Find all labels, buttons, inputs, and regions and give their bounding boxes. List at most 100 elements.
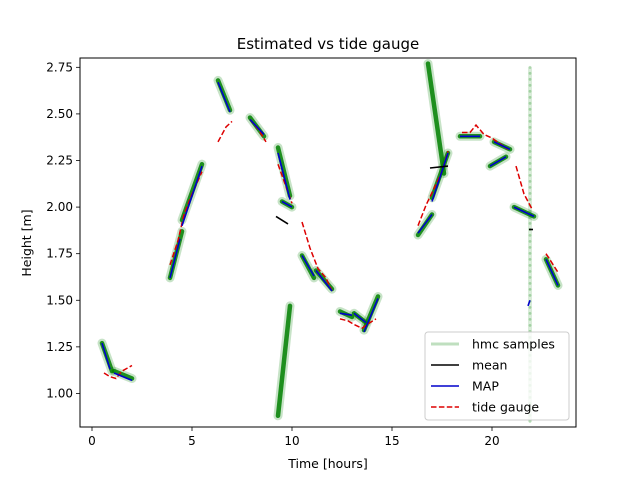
- map-segment-6: [277, 152, 291, 200]
- map-segment-17: [493, 141, 511, 151]
- tide-gauge-segment-8: [462, 123, 509, 150]
- hmc-samples-segment-6: [275, 303, 293, 419]
- map-segment-20: [545, 258, 559, 286]
- hmc-sample-point: [528, 119, 532, 123]
- map-segment-5: [249, 118, 265, 135]
- map-segment-4: [217, 81, 231, 113]
- map-segment-13: [417, 214, 433, 234]
- hmc-sample-point: [528, 95, 532, 99]
- map-segment-12: [363, 298, 379, 333]
- hmc-sample-point: [528, 233, 532, 237]
- map-segment-9: [315, 270, 333, 292]
- data-layer: [97, 59, 563, 423]
- tide-gauge-segment-2: [217, 120, 233, 143]
- y-tick-label: 2.25: [46, 154, 73, 168]
- hmc-sample-point: [528, 251, 532, 255]
- map-segment-8: [301, 255, 315, 277]
- hmc-sample-point: [528, 77, 532, 81]
- y-tick-label: 2.50: [46, 107, 73, 121]
- hmc-sample-point: [528, 293, 532, 297]
- plot-frame: [79, 57, 577, 428]
- map-segment-10: [339, 312, 353, 316]
- x-axis-title: Time [hours]: [287, 456, 367, 471]
- tide-gauge-segment-5: [301, 221, 333, 292]
- map-segment-1: [113, 372, 133, 382]
- map-segment-16: [489, 156, 507, 167]
- mean-segment-1: [429, 165, 449, 169]
- hmc-sample-point: [528, 155, 532, 159]
- chart-title: Estimated vs tide gauge: [237, 35, 420, 53]
- hmc-sample-point: [528, 101, 532, 105]
- y-tick-label: 1.50: [46, 293, 73, 307]
- hmc-sample-point: [528, 305, 532, 309]
- map-segment-7: [281, 200, 293, 208]
- map-segment-3: [181, 165, 203, 226]
- y-axis: 1.00 1.25 1.50 1.75 2.00 2.25 2.50 2.75: [46, 60, 80, 400]
- tide-gauge-segment-10: [545, 253, 559, 273]
- x-tick-label: 15: [384, 434, 399, 448]
- hmc-sample-point: [528, 143, 532, 147]
- hmc-sample-point: [528, 149, 532, 153]
- hmc-sample-point: [528, 317, 532, 321]
- hmc-sample-point: [528, 173, 532, 177]
- hmc-sample-point: [528, 167, 532, 171]
- legend-label-3: tide gauge: [472, 400, 539, 415]
- hmc-sample-point: [528, 179, 532, 183]
- mean-segment-0: [275, 215, 289, 225]
- y-axis-title: Height [m]: [19, 209, 34, 276]
- hmc-sample-point: [528, 263, 532, 267]
- hmc-sample-point: [528, 209, 532, 213]
- legend-label-0: hmc samples: [472, 337, 555, 352]
- hmc-sample-point: [528, 239, 532, 243]
- y-tick-label: 1.00: [46, 386, 73, 400]
- hmc-sample-point: [528, 161, 532, 165]
- hmc-sample-point: [528, 185, 532, 189]
- hmc-sample-point: [528, 89, 532, 93]
- hmc-samples-segment-7: [275, 145, 293, 199]
- map-segment-0: [101, 342, 111, 370]
- hmc-sample-point: [528, 71, 532, 75]
- hmc-samples-segment-1: [111, 368, 135, 381]
- hmc-sample-point: [528, 245, 532, 249]
- y-tick-label: 1.75: [46, 247, 73, 261]
- hmc-sample-point: [528, 269, 532, 273]
- hmc-sample-point: [528, 65, 532, 69]
- hmc-sample-point: [528, 275, 532, 279]
- legend: hmc samples mean MAP tide gauge: [424, 331, 570, 421]
- x-tick-label: 5: [188, 434, 196, 448]
- hmc-sample-point: [528, 323, 532, 327]
- legend-box: [424, 331, 570, 421]
- x-tick-label: 20: [484, 434, 499, 448]
- hmc-sample-point: [528, 131, 532, 135]
- hmc-sample-point: [528, 107, 532, 111]
- hmc-sample-point: [528, 83, 532, 87]
- y-tick-label: 2.75: [46, 60, 73, 74]
- tide-gauge-segment-6: [339, 318, 377, 330]
- hmc-sample-point: [528, 191, 532, 195]
- plot-area: [97, 59, 563, 423]
- x-tick-label: 0: [88, 434, 96, 448]
- map-segment-2: [169, 238, 181, 279]
- map-segment-14: [431, 152, 449, 202]
- hmc-sample-point: [528, 137, 532, 141]
- hmc-sample-point: [528, 197, 532, 201]
- x-axis: 0 5 10 15 20: [88, 427, 500, 448]
- hmc-sample-point: [528, 221, 532, 225]
- hmc-sample-point: [528, 420, 532, 423]
- legend-label-2: MAP: [472, 379, 499, 394]
- map-segment-11: [353, 312, 367, 324]
- x-tick-label: 10: [284, 434, 299, 448]
- y-tick-label: 1.25: [46, 340, 73, 354]
- y-tick-label: 2.00: [46, 200, 73, 214]
- hmc-sample-point: [528, 281, 532, 285]
- tide-gauge-segment-9: [515, 165, 533, 210]
- hmc-sample-point: [528, 311, 532, 315]
- map-segment-18: [513, 206, 535, 218]
- hmc-sample-point: [528, 125, 532, 129]
- hmc-sample-point: [528, 257, 532, 261]
- hmc-sample-point: [528, 113, 532, 117]
- hmc-sample-point: [528, 287, 532, 291]
- map-segment-19: [527, 300, 531, 307]
- hmc-sample-point: [528, 215, 532, 219]
